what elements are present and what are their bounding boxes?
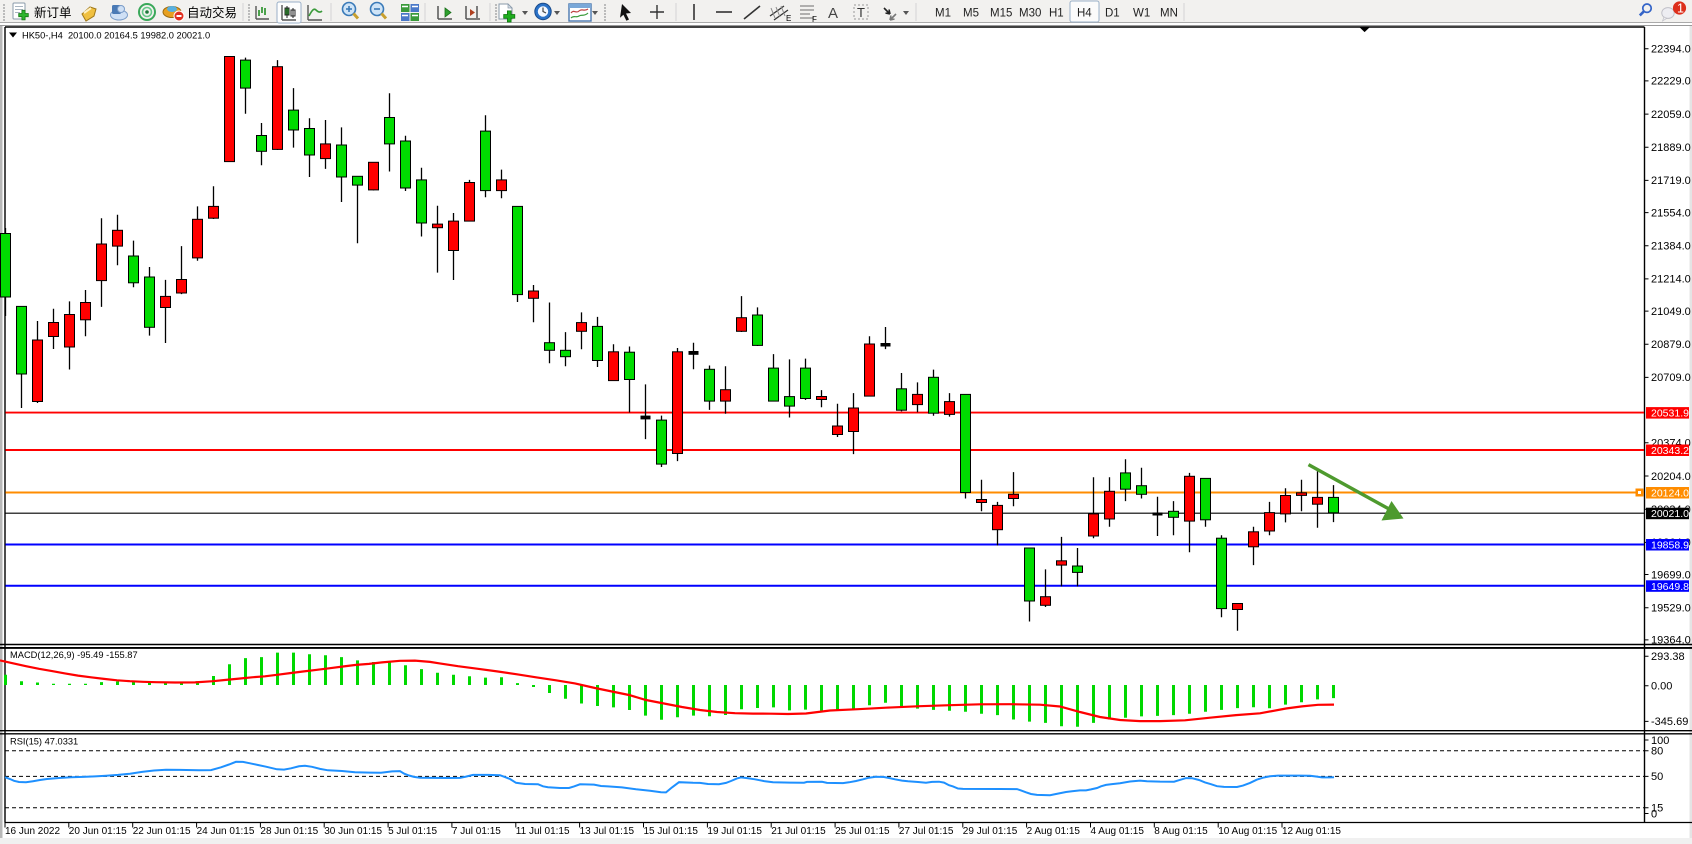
svg-text:15: 15 bbox=[1651, 803, 1663, 815]
svg-text:19364.0: 19364.0 bbox=[1651, 635, 1691, 647]
svg-text:30 Jun 01:15: 30 Jun 01:15 bbox=[324, 826, 382, 837]
svg-text:12 Aug 01:15: 12 Aug 01:15 bbox=[1282, 826, 1341, 837]
svg-text:M30: M30 bbox=[1019, 8, 1041, 20]
svg-text:-345.69: -345.69 bbox=[1651, 716, 1688, 728]
svg-text:D1: D1 bbox=[1105, 8, 1120, 20]
svg-text:RSI(15) 47.0331: RSI(15) 47.0331 bbox=[10, 737, 78, 747]
svg-text:11 Jul 01:15: 11 Jul 01:15 bbox=[516, 826, 570, 837]
svg-text:20343.2: 20343.2 bbox=[1651, 445, 1689, 457]
svg-text:H4: H4 bbox=[1077, 8, 1092, 20]
svg-text:20 Jun 01:15: 20 Jun 01:15 bbox=[69, 826, 127, 837]
svg-text:29 Jul 01:15: 29 Jul 01:15 bbox=[963, 826, 1018, 837]
svg-text:16 Jun 2022: 16 Jun 2022 bbox=[5, 826, 60, 837]
svg-text:22394.0: 22394.0 bbox=[1651, 44, 1691, 56]
svg-text:21554.0: 21554.0 bbox=[1651, 207, 1691, 219]
svg-text:50: 50 bbox=[1651, 771, 1663, 783]
svg-text:M5: M5 bbox=[963, 8, 979, 20]
svg-text:19 Jul 01:15: 19 Jul 01:15 bbox=[707, 826, 762, 837]
svg-text:1: 1 bbox=[1677, 2, 1684, 16]
svg-text:293.38: 293.38 bbox=[1651, 651, 1685, 663]
svg-text:19699.0: 19699.0 bbox=[1651, 569, 1691, 581]
svg-text:M1: M1 bbox=[935, 8, 951, 20]
svg-text:4 Aug 01:15: 4 Aug 01:15 bbox=[1091, 826, 1145, 837]
svg-text:22059.0: 22059.0 bbox=[1651, 109, 1691, 121]
svg-text:21384.0: 21384.0 bbox=[1651, 241, 1691, 253]
svg-text:19649.8: 19649.8 bbox=[1651, 581, 1689, 593]
svg-text:MACD(12,26,9) -95.49 -155.87: MACD(12,26,9) -95.49 -155.87 bbox=[10, 650, 138, 660]
svg-text:21049.0: 21049.0 bbox=[1651, 306, 1691, 318]
svg-text:80: 80 bbox=[1651, 746, 1663, 758]
svg-text:20709.0: 20709.0 bbox=[1651, 372, 1691, 384]
svg-text:7 Jul 01:15: 7 Jul 01:15 bbox=[452, 826, 501, 837]
svg-text:20124.0: 20124.0 bbox=[1651, 488, 1689, 500]
svg-text:25 Jul 01:15: 25 Jul 01:15 bbox=[835, 826, 890, 837]
svg-text:19858.9: 19858.9 bbox=[1651, 540, 1689, 552]
svg-text:T: T bbox=[857, 5, 865, 20]
svg-text:21214.0: 21214.0 bbox=[1651, 274, 1691, 286]
svg-text:20879.0: 20879.0 bbox=[1651, 339, 1691, 351]
svg-text:19529.0: 19529.0 bbox=[1651, 603, 1691, 615]
svg-text:21889.0: 21889.0 bbox=[1651, 142, 1691, 154]
svg-text:10 Aug 01:15: 10 Aug 01:15 bbox=[1218, 826, 1277, 837]
svg-text:20021.0: 20021.0 bbox=[1651, 508, 1689, 520]
svg-text:HK50-,H4 20100.0 20164.5 1998: HK50-,H4 20100.0 20164.5 19982.0 20021.0 bbox=[22, 31, 210, 41]
svg-text:2 Aug 01:15: 2 Aug 01:15 bbox=[1027, 826, 1081, 837]
svg-text:28 Jun 01:15: 28 Jun 01:15 bbox=[260, 826, 318, 837]
svg-text:F: F bbox=[812, 15, 817, 24]
svg-text:21719.0: 21719.0 bbox=[1651, 175, 1691, 187]
svg-text:0: 0 bbox=[1651, 808, 1657, 820]
svg-text:22229.0: 22229.0 bbox=[1651, 76, 1691, 88]
svg-text:21 Jul 01:15: 21 Jul 01:15 bbox=[771, 826, 826, 837]
svg-text:自动交易: 自动交易 bbox=[187, 5, 237, 20]
svg-text:E: E bbox=[786, 14, 791, 23]
svg-text:A: A bbox=[828, 5, 838, 22]
svg-text:20204.0: 20204.0 bbox=[1651, 471, 1691, 483]
svg-text:22 Jun 01:15: 22 Jun 01:15 bbox=[133, 826, 191, 837]
svg-text:M15: M15 bbox=[990, 8, 1012, 20]
svg-text:5 Jul 01:15: 5 Jul 01:15 bbox=[388, 826, 437, 837]
svg-text:W1: W1 bbox=[1133, 8, 1150, 20]
svg-text:20531.9: 20531.9 bbox=[1651, 408, 1689, 420]
svg-text:27 Jul 01:15: 27 Jul 01:15 bbox=[899, 826, 954, 837]
svg-text:8 Aug 01:15: 8 Aug 01:15 bbox=[1154, 826, 1208, 837]
svg-text:新订单: 新订单 bbox=[34, 5, 72, 20]
svg-text:13 Jul 01:15: 13 Jul 01:15 bbox=[580, 826, 635, 837]
svg-text:MN: MN bbox=[1160, 8, 1178, 20]
svg-text:H1: H1 bbox=[1049, 8, 1064, 20]
svg-text:100: 100 bbox=[1651, 735, 1669, 747]
svg-text:0.00: 0.00 bbox=[1651, 681, 1672, 693]
svg-text:24 Jun 01:15: 24 Jun 01:15 bbox=[197, 826, 255, 837]
svg-text:15 Jul 01:15: 15 Jul 01:15 bbox=[644, 826, 699, 837]
